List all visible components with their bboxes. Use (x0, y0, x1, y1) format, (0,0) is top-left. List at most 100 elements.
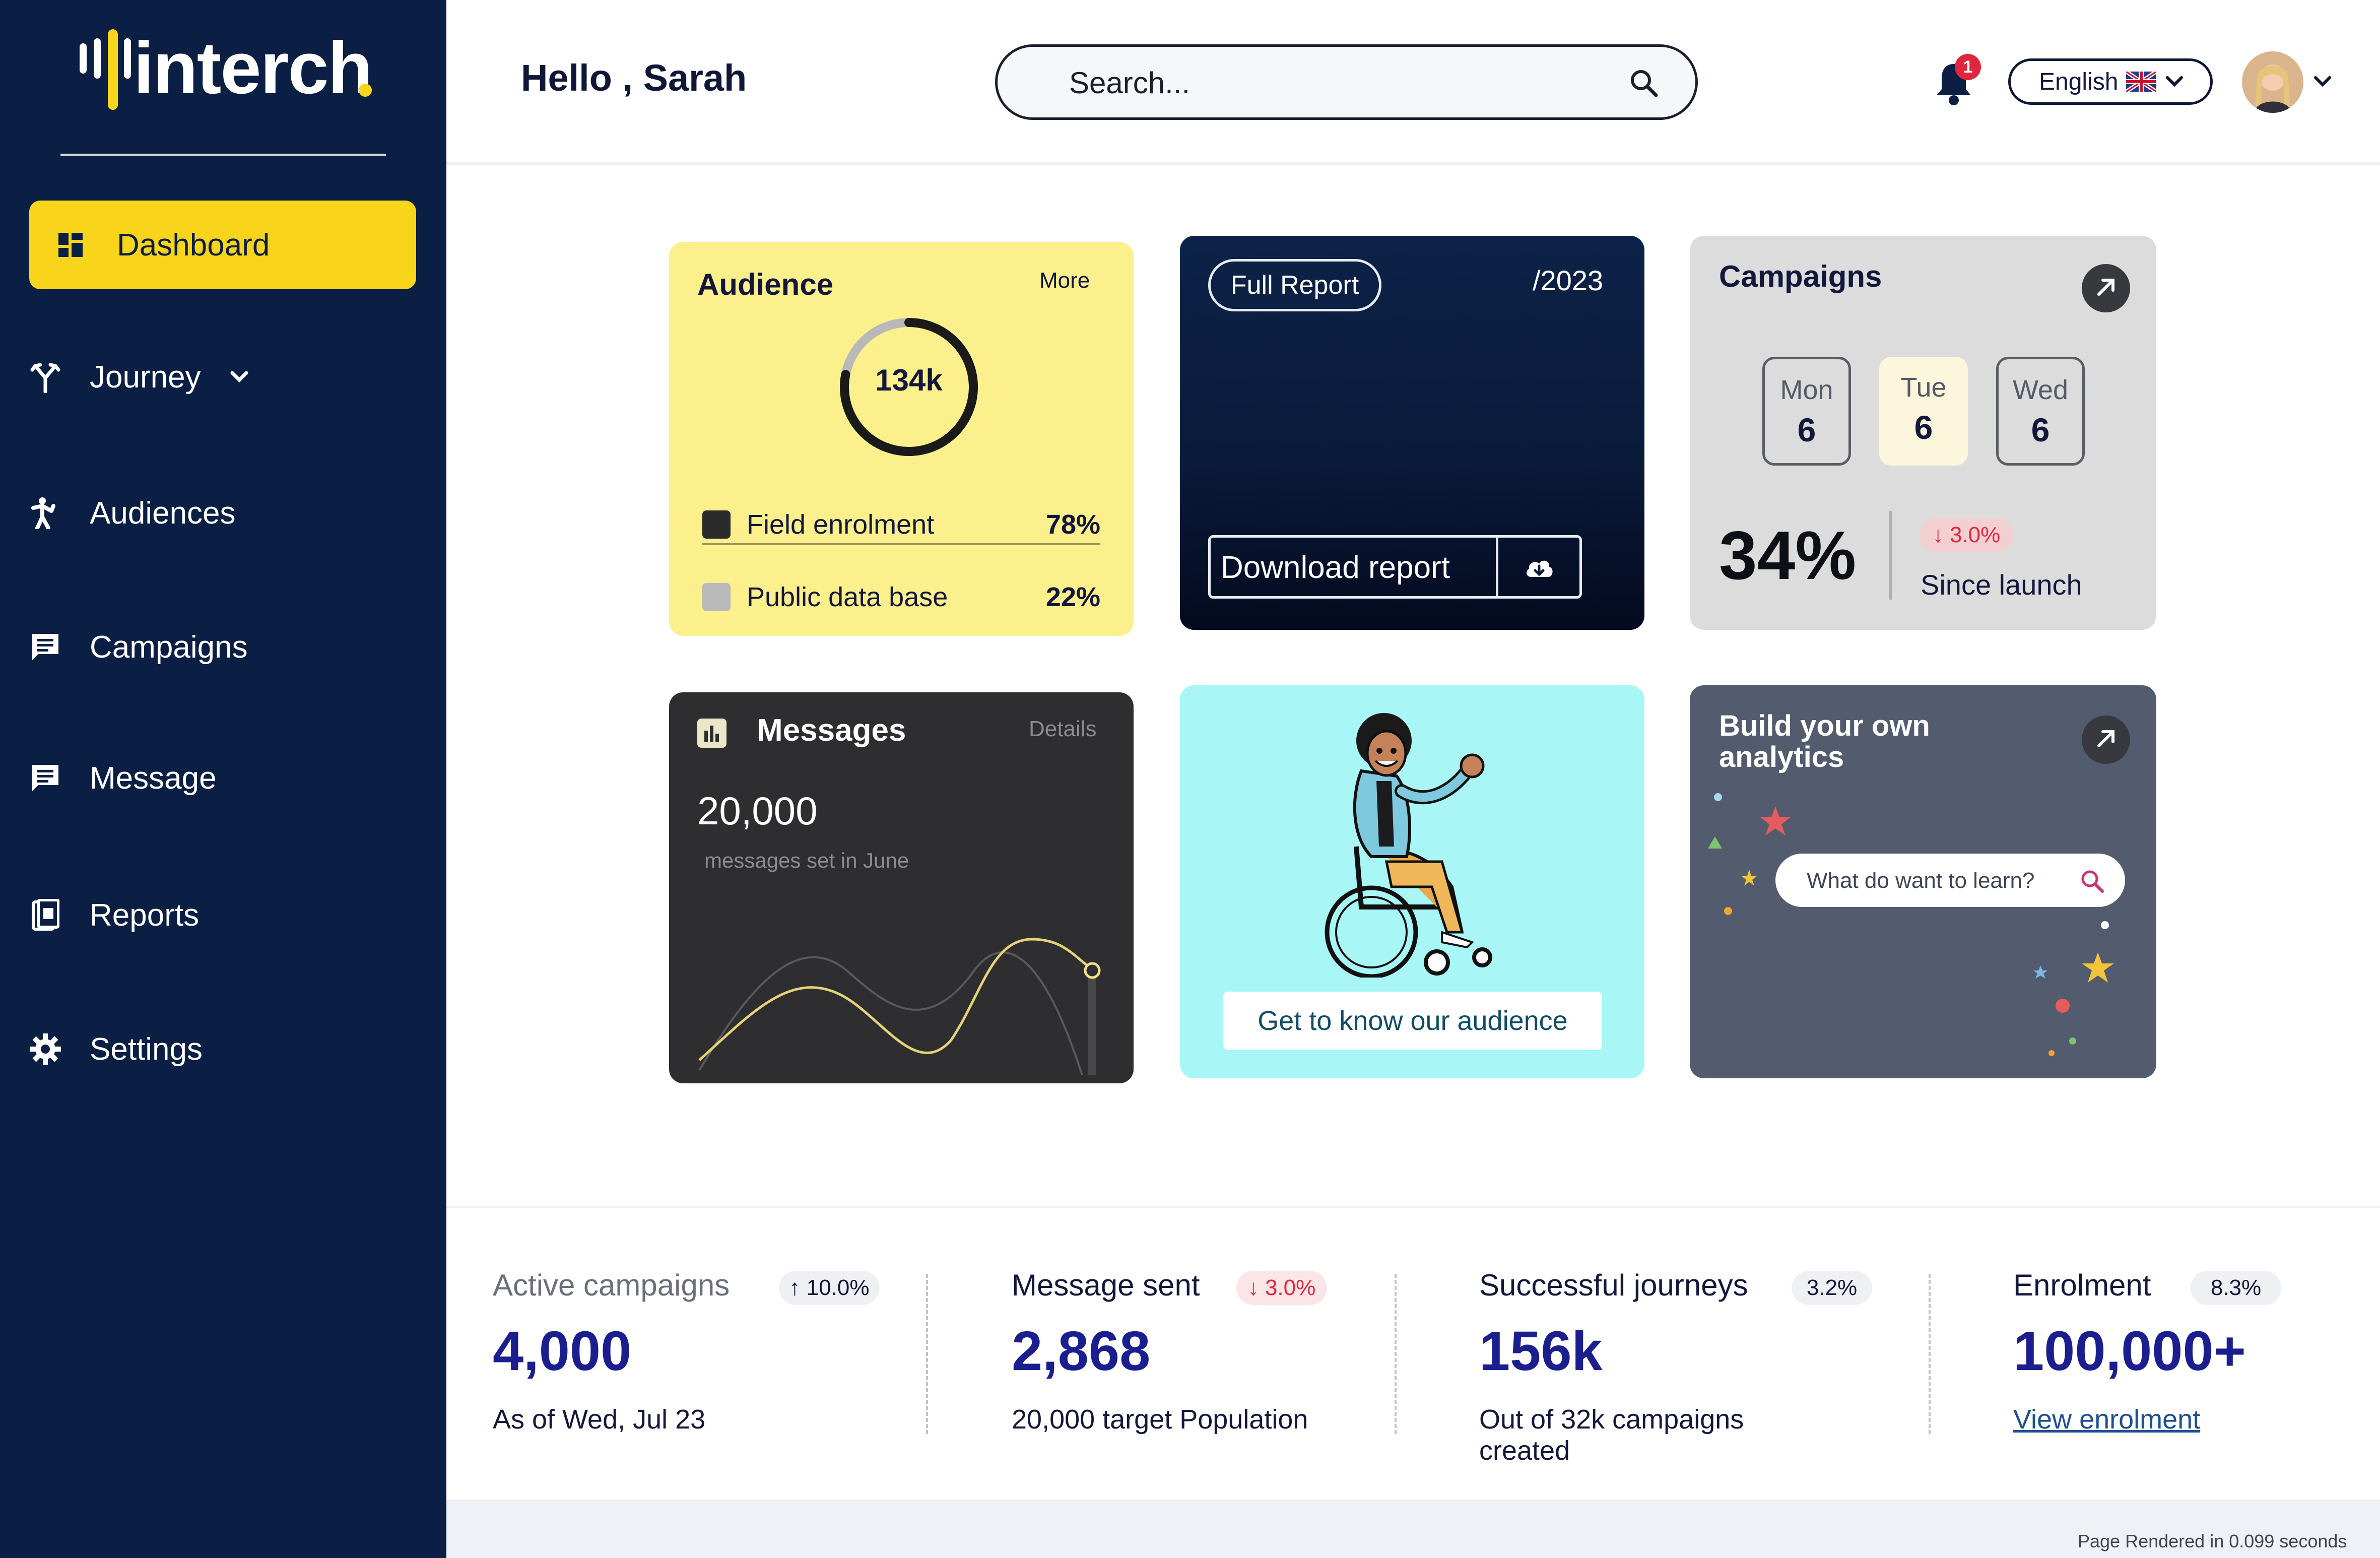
reports-icon (29, 899, 61, 931)
sidebar-item-dashboard[interactable]: Dashboard (29, 201, 416, 289)
stat-label: Active campaigns (493, 1268, 730, 1302)
chevron-down-icon[interactable] (2311, 71, 2334, 93)
stat-successful-journeys: Successful journeys 3.2% 156k Out of 32k… (1479, 1208, 1933, 1502)
stat-label: Enrolment (2013, 1268, 2151, 1302)
campaigns-card: Campaigns Mon 6 Tue 6 Wed 6 34% ↓ 3.0% S… (1690, 236, 2156, 630)
chevron-down-icon[interactable] (229, 370, 249, 384)
wheelchair-person-illustration (1325, 713, 1492, 978)
analytics-search-box[interactable] (1775, 854, 2125, 907)
day-box-mon[interactable]: Mon 6 (1762, 357, 1851, 466)
legend-value: 22% (1045, 582, 1100, 612)
message-icon (29, 762, 61, 794)
full-report-button[interactable]: Full Report (1208, 259, 1381, 311)
details-link[interactable]: Details (1029, 717, 1097, 741)
footer (446, 1500, 2380, 1558)
stat-value: 4,000 (493, 1320, 632, 1382)
uk-flag-icon (2126, 72, 2157, 92)
search-icon[interactable] (1628, 67, 1660, 99)
sidebar-item-label: Audiences (90, 495, 236, 531)
open-campaigns-button[interactable] (2082, 264, 2130, 312)
sidebar-item-reports[interactable]: Reports (29, 871, 416, 959)
stat-label: Successful journeys (1479, 1268, 1748, 1302)
sidebar-item-campaigns[interactable]: Campaigns (29, 603, 416, 691)
user-avatar[interactable] (2242, 51, 2303, 113)
sidebar-item-label: Campaigns (90, 629, 248, 665)
day-box-wed[interactable]: Wed 6 (1996, 357, 2085, 466)
messages-line-chart (698, 938, 1101, 1075)
sidebar-item-message[interactable]: Message (29, 734, 416, 822)
brand-logo[interactable] (76, 23, 378, 119)
stat-divider (926, 1274, 928, 1434)
logo-mark-icon (80, 29, 131, 110)
legend-label: Field enrolment (747, 509, 935, 540)
day-value: 6 (2031, 411, 2050, 448)
messages-subtitle: messages set in June (704, 849, 909, 872)
since-launch-label: Since launch (1921, 569, 2082, 601)
card-title: Audience (697, 268, 834, 301)
open-analytics-button[interactable] (2082, 716, 2130, 764)
build-analytics-card: Build your own analytics (1690, 685, 2156, 1078)
stat-divider (1395, 1274, 1397, 1434)
messages-count: 20,000 (697, 789, 818, 833)
legend-item: Public data base 22% (702, 574, 1100, 620)
full-report-card: Full Report /2023 Download report (1180, 236, 1644, 630)
legend-divider (702, 543, 1100, 545)
campaign-percent: 34% (1719, 517, 1857, 594)
stat-divider (1929, 1274, 1931, 1434)
sidebar-item-label: Dashboard (117, 227, 270, 263)
download-report-button[interactable]: Download report (1208, 535, 1582, 599)
arrow-up-right-icon (2095, 728, 2117, 752)
stat-enrolment: Enrolment 8.3% 100,000+ View enrolment (2013, 1208, 2366, 1502)
legend-label: Public data base (747, 582, 948, 612)
language-label: English (2039, 68, 2119, 95)
stat-value: 100,000+ (2013, 1320, 2246, 1382)
arrow-up-right-icon (2095, 276, 2117, 301)
legend-swatch (702, 510, 731, 539)
stats-strip: Active campaigns ↑ 10.0% 4,000 As of Wed… (446, 1206, 2380, 1502)
day-name: Mon (1780, 375, 1833, 405)
dashboard-icon (54, 229, 87, 261)
notifications-button[interactable]: 1 (1930, 54, 1981, 108)
stat-change-chip: 3.2% (1792, 1271, 1872, 1305)
stat-active-campaigns: Active campaigns ↑ 10.0% 4,000 As of Wed… (493, 1208, 946, 1502)
language-selector[interactable]: English (2008, 58, 2213, 105)
journey-icon (29, 361, 61, 393)
legend-value: 78% (1045, 509, 1100, 540)
stat-change-chip: 8.3% (2191, 1271, 2281, 1305)
greeting-text: Hello , Sarah (521, 57, 747, 99)
card-title: Campaigns (1719, 259, 1882, 293)
sidebar-item-label: Reports (90, 897, 200, 933)
button-divider (1496, 538, 1498, 596)
legend-item: Field enrolment 78% (702, 502, 1100, 547)
gear-icon (29, 1033, 61, 1065)
chevron-down-icon (2165, 76, 2184, 88)
bar-chart-icon (697, 719, 726, 748)
know-audience-button[interactable]: Get to know our audience (1223, 992, 1602, 1050)
analytics-search-input[interactable] (1806, 864, 2070, 898)
view-enrolment-link[interactable]: View enrolment (2013, 1404, 2201, 1435)
stat-change-chip: ↑ 10.0% (779, 1271, 880, 1305)
cloud-download-icon (1523, 552, 1555, 584)
day-name: Wed (2012, 375, 2069, 405)
brand-name: interch (134, 27, 373, 109)
more-link[interactable]: More (1039, 268, 1090, 293)
day-box-tue[interactable]: Tue 6 (1879, 357, 1968, 466)
search-box[interactable] (995, 44, 1698, 120)
stat-label: Message sent (1012, 1268, 1200, 1302)
day-value: 6 (1797, 411, 1816, 448)
search-icon[interactable] (2080, 869, 2105, 894)
notification-count-badge: 1 (1955, 54, 1981, 80)
brand-dot (359, 84, 372, 97)
search-input[interactable] (1068, 62, 1594, 103)
day-name: Tue (1900, 372, 1947, 403)
card-title: Build your own analytics (1719, 709, 1930, 773)
sidebar-item-journey[interactable]: Journey (29, 333, 416, 421)
sidebar-divider (60, 154, 386, 156)
card-title: Messages (757, 713, 906, 748)
audience-card: Audience More 134k Field enrolment 78% P… (669, 242, 1134, 636)
stat-value: 156k (1479, 1320, 1603, 1382)
sidebar-item-settings[interactable]: Settings (29, 1005, 416, 1093)
audience-illustration-card: Get to know our audience (1180, 685, 1644, 1078)
audiences-icon (29, 497, 61, 529)
sidebar-item-audiences[interactable]: Audiences (29, 469, 416, 557)
